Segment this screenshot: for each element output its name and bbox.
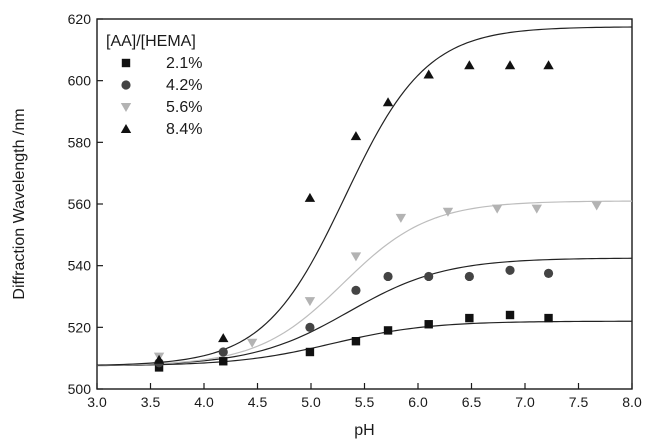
x-tick-label: 4.5 xyxy=(248,394,268,410)
x-tick-label: 5.0 xyxy=(301,394,321,410)
data-point xyxy=(544,313,553,323)
x-tick-label: 8.0 xyxy=(622,394,642,410)
data-point xyxy=(218,333,229,343)
x-tick-label: 3.0 xyxy=(87,394,107,410)
legend-label: 5.6% xyxy=(166,99,202,116)
data-point xyxy=(591,201,602,211)
y-tick-label: 560 xyxy=(68,196,92,212)
data-point xyxy=(382,97,394,107)
x-tick-label: 6.0 xyxy=(408,394,428,410)
data-point xyxy=(304,192,316,202)
fit-curve xyxy=(96,200,633,366)
fit-curves xyxy=(96,26,633,367)
data-point xyxy=(383,326,393,335)
data-point xyxy=(246,338,258,348)
x-tick-label: 4.0 xyxy=(194,394,214,410)
data-points xyxy=(153,60,602,372)
legend-marker xyxy=(121,80,131,90)
data-point xyxy=(423,69,434,79)
y-axis-title: Diffraction Wavelength /nm xyxy=(11,108,28,299)
data-point xyxy=(305,322,315,332)
plot-frame xyxy=(96,18,633,390)
data-point xyxy=(424,271,434,282)
x-tick-label: 6.5 xyxy=(462,394,482,410)
axis-ticks: 3.0 3.5 4.0 4.5 5.0 5.5 6.0 6.5 7.0 7.5 8.0 500 520 5… xyxy=(68,11,642,410)
y-tick-label: 600 xyxy=(68,73,92,89)
x-tick-label: 7.5 xyxy=(569,394,589,410)
legend-label: 8.4% xyxy=(166,121,202,138)
x-axis-title: pH xyxy=(354,422,374,439)
y-tick-label: 520 xyxy=(68,319,92,335)
data-point xyxy=(383,271,393,282)
data-point xyxy=(219,357,228,366)
legend-marker xyxy=(120,124,132,133)
data-point xyxy=(505,265,515,275)
data-point xyxy=(395,213,407,223)
data-point xyxy=(465,313,474,323)
data-point xyxy=(491,204,503,214)
data-point xyxy=(464,60,475,70)
data-point xyxy=(350,131,362,141)
legend-label: 2.1% xyxy=(166,55,202,72)
x-tick-label: 5.5 xyxy=(355,394,375,410)
y-tick-label: 540 xyxy=(68,258,92,274)
data-point xyxy=(442,207,454,217)
x-tick-label: 7.0 xyxy=(515,394,535,410)
data-point xyxy=(424,320,433,329)
data-point xyxy=(218,347,228,357)
data-point xyxy=(464,271,474,282)
x-tick-label: 3.5 xyxy=(141,394,161,410)
legend-label: 4.2% xyxy=(166,77,202,94)
legend-title: [AA]/[HEMA] xyxy=(106,33,196,50)
y-tick-label: 580 xyxy=(68,134,92,150)
data-point xyxy=(154,363,164,372)
data-point xyxy=(531,204,542,214)
data-point xyxy=(305,347,315,357)
data-point xyxy=(504,60,516,70)
legend-marker xyxy=(120,103,132,112)
fit-curve xyxy=(96,320,632,367)
data-point xyxy=(153,354,165,364)
legend: [AA]/[HEMA] 2.1% 4.2% 5.6% 8.4% xyxy=(106,33,202,138)
data-point xyxy=(543,268,554,278)
legend-marker xyxy=(121,58,131,68)
data-point xyxy=(505,310,515,320)
data-point xyxy=(543,60,554,70)
data-point xyxy=(304,297,316,307)
data-point xyxy=(350,252,362,262)
fit-curve xyxy=(96,26,633,366)
y-tick-label: 500 xyxy=(68,381,92,397)
data-point xyxy=(351,285,361,295)
data-point xyxy=(351,337,361,346)
y-tick-label: 620 xyxy=(68,11,92,27)
